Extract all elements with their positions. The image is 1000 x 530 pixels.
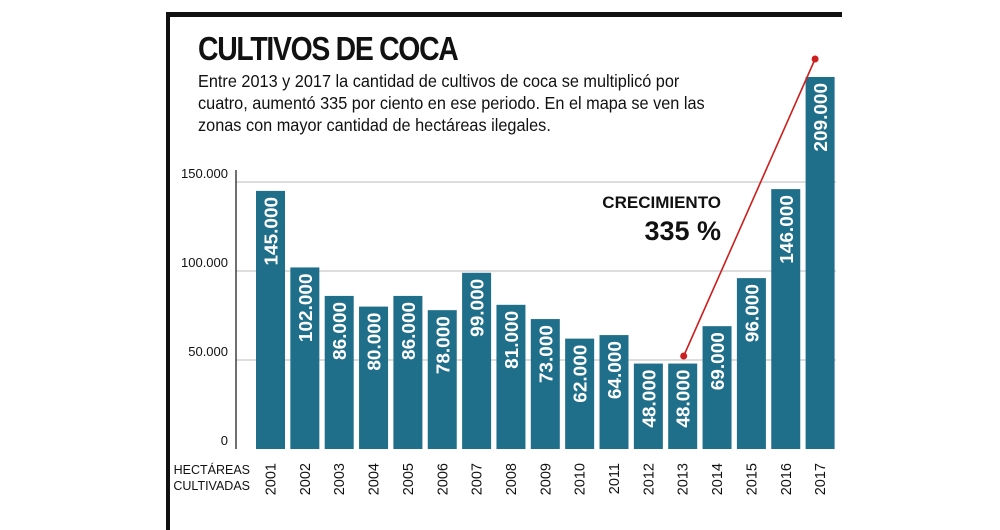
bar-value-label: 86.000 <box>398 302 418 360</box>
bar <box>599 335 629 449</box>
x-axis-title: CULTIVADAS <box>173 479 250 493</box>
bar-value-label: 73.000 <box>536 325 556 383</box>
x-tick-label: 2013 <box>676 463 692 495</box>
bar-value-label: 62.000 <box>570 345 590 403</box>
x-axis-title: HECTÁREAS <box>174 462 250 477</box>
growth-line <box>682 58 816 357</box>
frame-top-rule <box>166 12 842 17</box>
bar-value-label: 48.000 <box>639 370 659 428</box>
bar-value-label: 64.000 <box>604 341 624 399</box>
x-tick-label: 2014 <box>710 463 726 495</box>
x-tick-label: 2001 <box>264 463 280 495</box>
x-tick-label: 2011 <box>607 463 623 494</box>
bar <box>496 304 526 449</box>
bar <box>702 326 732 449</box>
x-tick-label: 2007 <box>470 463 486 495</box>
x-tick-label: 2003 <box>332 463 348 495</box>
bar <box>668 363 698 449</box>
bar <box>633 363 663 449</box>
bar-value-label: 78.000 <box>433 316 453 374</box>
x-tick-label: 2016 <box>779 463 795 495</box>
x-tick-label: 2017 <box>813 463 829 495</box>
y-tick-label: 100.000 <box>181 255 228 270</box>
bar <box>393 295 423 449</box>
bar-value-label: 209.000 <box>811 83 831 152</box>
y-tick-label: 0 <box>221 433 228 448</box>
bar <box>565 338 595 449</box>
bar <box>324 295 354 449</box>
x-tick-label: 2015 <box>744 463 760 495</box>
bar-value-label: 145.000 <box>261 197 281 266</box>
bar-value-label: 81.000 <box>501 311 521 369</box>
y-tick-label: 150.000 <box>181 166 228 181</box>
x-tick-label: 2009 <box>538 463 554 495</box>
bar-value-label: 69.000 <box>707 332 727 390</box>
bar-value-label: 102.000 <box>295 273 315 342</box>
x-tick-label: 2004 <box>367 463 383 495</box>
bar-value-label: 99.000 <box>467 279 487 337</box>
x-tick-label: 2010 <box>573 463 589 495</box>
frame-left-rule <box>166 12 170 530</box>
bar-value-label: 96.000 <box>742 284 762 342</box>
y-tick-label: 50.000 <box>188 344 228 359</box>
x-tick-label: 2006 <box>435 463 451 495</box>
bar <box>805 76 835 449</box>
bar <box>771 189 801 449</box>
chart-title: CULTIVOS DE COCA <box>198 30 459 67</box>
growth-end-dot <box>811 55 819 63</box>
bar-value-label: 80.000 <box>364 313 384 371</box>
growth-start-dot <box>680 352 688 360</box>
bar <box>736 278 766 449</box>
x-tick-label: 2002 <box>298 463 314 495</box>
bar <box>359 306 389 449</box>
annotation-label: CRECIMIENTO <box>602 193 721 212</box>
bar <box>290 267 320 449</box>
bar <box>462 272 492 449</box>
x-tick-label: 2005 <box>401 463 417 495</box>
annotation-value: 335 % <box>644 216 721 246</box>
bar <box>256 190 285 449</box>
chart-subtitle: Entre 2013 y 2017 la cantidad de cultivo… <box>198 71 705 135</box>
bar <box>427 310 457 449</box>
bar-value-label: 146.000 <box>776 195 796 264</box>
x-tick-label: 2008 <box>504 463 520 495</box>
x-tick-label: 2012 <box>641 463 657 495</box>
bar-value-label: 48.000 <box>673 370 693 428</box>
bar-value-label: 86.000 <box>330 302 350 360</box>
bar <box>530 319 560 449</box>
